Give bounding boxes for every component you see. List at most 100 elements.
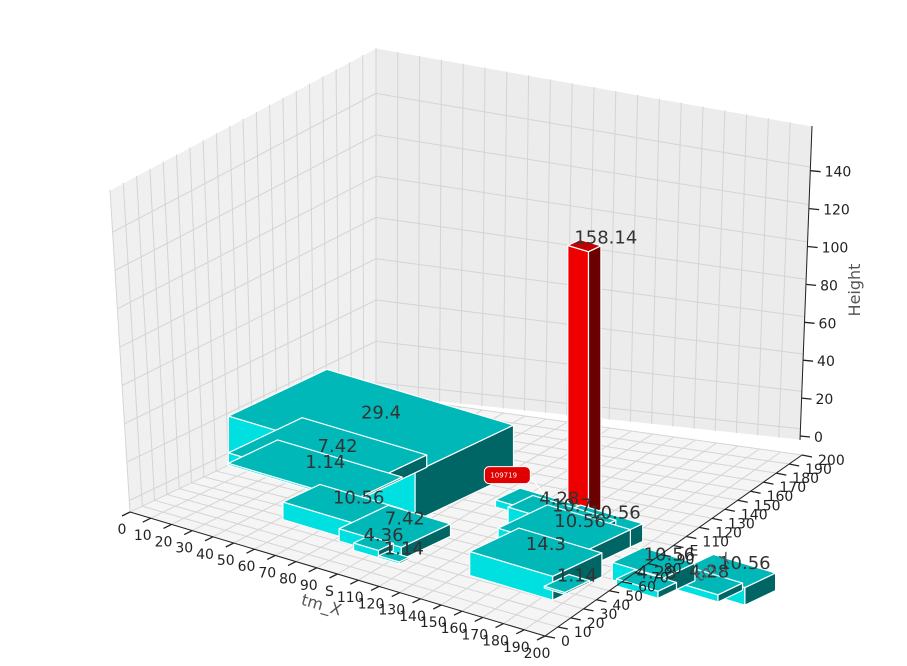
y-tick [557, 626, 568, 630]
x-tick-label: 150 [420, 615, 447, 631]
bar-value-label: 10.56 [333, 488, 385, 509]
y-tick [544, 635, 556, 639]
x-tick-label: 20 [155, 534, 173, 550]
y-tick [776, 472, 787, 476]
x-tick [183, 530, 193, 536]
bar-value-label: 1.14 [384, 539, 424, 560]
z-tick [801, 397, 812, 400]
y-tick-label: 110 [702, 534, 729, 550]
bar-value-label: 7.42 [385, 508, 425, 529]
gridline [202, 140, 217, 472]
x-tick [474, 616, 484, 622]
gridline [229, 126, 242, 460]
z-tick-label: 80 [820, 278, 838, 294]
callout-label: 109719 [490, 472, 517, 480]
bar [377, 550, 410, 565]
x-tick [163, 523, 172, 529]
z-tick [802, 359, 814, 362]
gridline [309, 83, 315, 425]
x-tick-label: 10 [134, 528, 152, 544]
y-tick-label: 150 [754, 498, 781, 514]
bar-top-face [353, 535, 394, 552]
y-tick [699, 526, 710, 531]
x-tick-label: 190 [503, 640, 530, 656]
callout-box [483, 466, 531, 485]
z-tick-label: 40 [817, 354, 835, 370]
gridline [255, 111, 266, 448]
gridline [735, 114, 748, 434]
z-tick [809, 207, 820, 211]
gridline [439, 59, 442, 402]
y-tick [583, 608, 594, 612]
y-tick [686, 535, 697, 540]
x-tick-label: 180 [482, 634, 509, 650]
y-tick-label: E [690, 544, 699, 560]
x-tick-label: 110 [337, 590, 364, 606]
gridline [129, 382, 801, 501]
y-tick-label: 190 [805, 462, 832, 478]
bar-value-label: 10.56 [589, 502, 641, 523]
bar-top-face [543, 573, 591, 594]
gridline [502, 71, 508, 409]
gridline [778, 122, 791, 438]
bar-side-face [587, 245, 602, 517]
bar-top-face [469, 527, 603, 577]
gridline [757, 118, 769, 436]
gridline [215, 133, 229, 466]
z-axis-label: Height [845, 264, 864, 317]
x-tick-label: 70 [258, 565, 276, 581]
x-tick-label: 30 [175, 541, 193, 557]
y-tick-label: 120 [715, 525, 742, 541]
y-tick-label: 60 [638, 580, 656, 596]
y-tick-label: 130 [728, 516, 755, 532]
gridline [545, 79, 551, 414]
gridline [396, 51, 399, 398]
bar-front-face [567, 244, 590, 517]
y-tick-label: 80 [664, 562, 682, 578]
y-tick-label: 160 [767, 489, 794, 505]
bar-top-face [611, 546, 696, 579]
x-tick [370, 585, 380, 591]
y-tick [596, 599, 607, 603]
bar-value-label: 4.36 [363, 525, 403, 546]
gridline [119, 216, 807, 348]
y-tick [609, 590, 620, 594]
gridline [136, 175, 156, 501]
gridline [523, 75, 530, 411]
y-tick [737, 499, 748, 503]
gridline [362, 55, 365, 401]
bar-value-label: 10.7 [552, 496, 592, 517]
x-tick-label: 40 [196, 547, 214, 563]
gridline [629, 94, 639, 423]
y-tick [711, 517, 723, 521]
axes: 0 10 20 30 40 50 60 70 80 90 S 11012013014015016017… [118, 125, 864, 662]
x-tick-label: 140 [399, 609, 426, 625]
y-tick-label: 90 [677, 553, 695, 569]
x-tick [536, 635, 546, 641]
gridline [714, 110, 726, 432]
y-tick [634, 572, 646, 576]
gridline [124, 299, 804, 425]
x-tick [329, 573, 338, 579]
bar-value-label: 10.56 [644, 545, 696, 566]
y-tick-label: 200 [818, 453, 845, 469]
x-tick-label: 130 [378, 603, 405, 619]
z-tick [806, 283, 817, 287]
y-tick [750, 490, 761, 494]
y-tick [763, 481, 774, 485]
gridline [523, 451, 781, 631]
x-tick [495, 623, 504, 629]
gridline [295, 90, 303, 431]
x-tick [266, 554, 276, 560]
z-tick-label: 60 [819, 316, 837, 332]
bar-value-label: 10.56 [719, 553, 771, 574]
gridline [176, 154, 192, 483]
z-tick [804, 321, 815, 324]
z-axis-line [799, 125, 813, 441]
gridline [126, 340, 802, 463]
z-tick-label: 20 [816, 392, 834, 408]
z-tick [807, 245, 818, 249]
x-tick [121, 511, 131, 517]
y-tick [673, 544, 684, 549]
y-tick-label: 180 [792, 471, 819, 487]
